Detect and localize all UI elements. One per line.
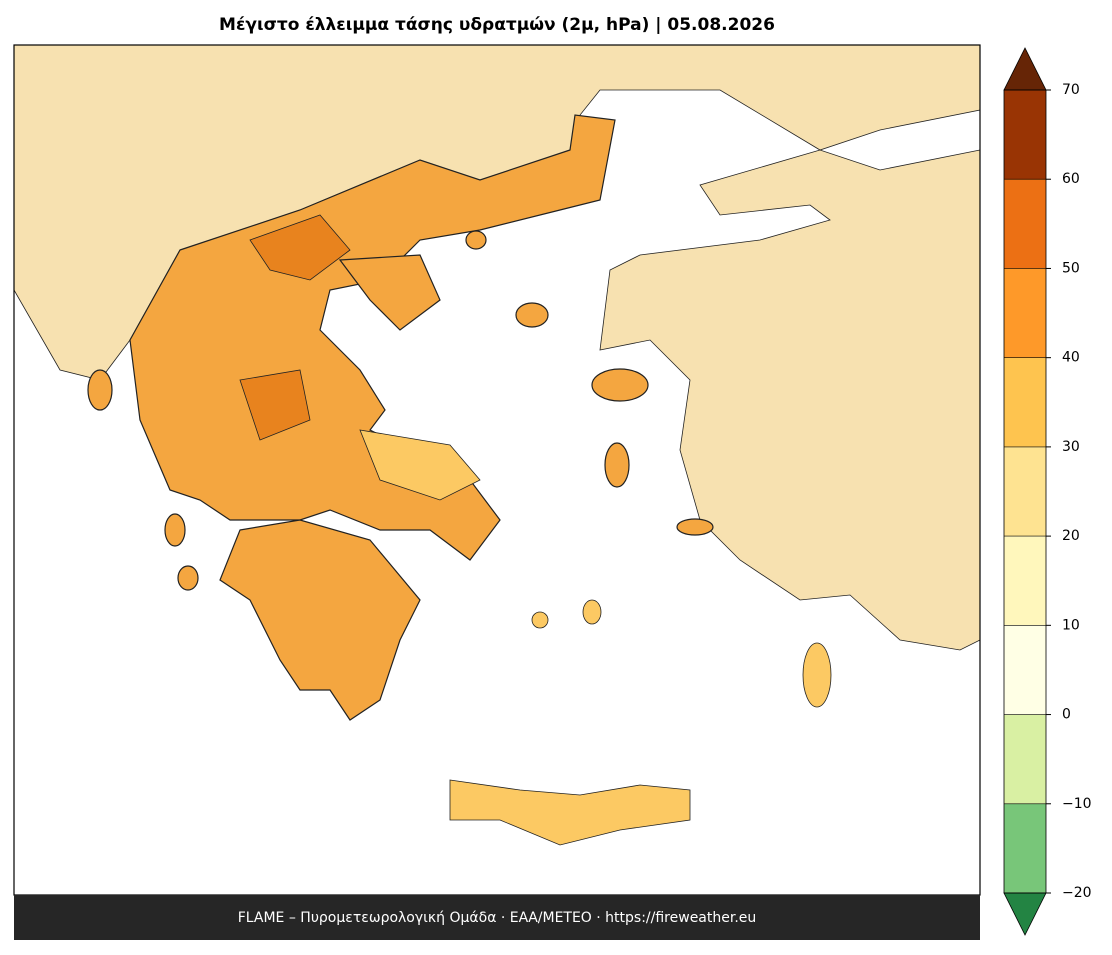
colorbar-bin (1004, 446, 1046, 537)
colorbar-bin (1004, 90, 1046, 180)
rhodes (802, 642, 832, 708)
colorbar-tick-label: 0 (1062, 707, 1071, 723)
colorbar-frame (1003, 89, 1047, 894)
colorbar-tick-label: 30 (1062, 439, 1080, 455)
kefalonia (164, 513, 186, 547)
colorbar-bin (1004, 714, 1046, 804)
colorbar-tick-label: 20 (1062, 528, 1080, 544)
map-title: Μέγιστο έλλειμμα τάσης υδρατμών (2μ, hPa… (219, 15, 775, 35)
thasos (465, 230, 487, 250)
zakynthos (177, 565, 199, 591)
turkey (599, 149, 981, 651)
region (239, 369, 311, 441)
map (13, 44, 981, 896)
chios (604, 442, 630, 488)
naxos (582, 599, 602, 625)
extend-max (1003, 47, 1047, 91)
colorbar-bin (1004, 179, 1046, 269)
footer-band (14, 895, 980, 940)
greece-mainland (129, 114, 616, 561)
corfu (87, 369, 113, 411)
limnos (515, 302, 549, 328)
extend-min (1003, 892, 1047, 936)
region (249, 214, 351, 281)
colorbar-tick-label: 50 (1062, 260, 1080, 276)
colorbar-bin (1004, 268, 1046, 358)
colorbar-bin (1004, 357, 1046, 447)
colorbar: −20 −10 0 10 20 30 40 50 60 70 (1003, 47, 1092, 936)
colorbar-bin (1004, 536, 1046, 626)
colorbar-tick-label: −10 (1062, 796, 1092, 812)
colorbar-bin (1004, 803, 1046, 893)
chalkidiki (338, 254, 441, 331)
peloponnese (219, 519, 421, 721)
colorbar-bin (1004, 625, 1046, 715)
footer: FLAME – Πυρομετεωρολογική Ομάδα · ΕΑΑ/ME… (238, 910, 757, 926)
samos (676, 518, 714, 536)
lesvos (591, 368, 649, 402)
colorbar-tick-label: 70 (1062, 82, 1080, 98)
region (359, 429, 481, 501)
paros (531, 611, 549, 629)
colorbar-tick-label: 60 (1062, 171, 1080, 187)
crete (449, 779, 691, 846)
colorbar-tick-label: 10 (1062, 617, 1080, 633)
colorbar-tick-label: −20 (1062, 885, 1092, 901)
colorbar-tick-label: 40 (1062, 350, 1080, 366)
